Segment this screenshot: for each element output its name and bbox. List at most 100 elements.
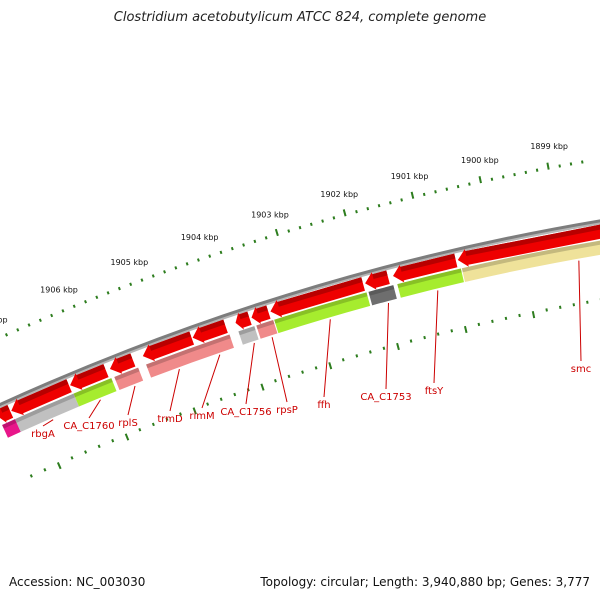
scale-tick: [558, 305, 562, 309]
category-segment: [274, 292, 371, 334]
gene-label: CA_C1760: [63, 421, 114, 432]
category-shade: [2, 419, 17, 429]
category-shade: [274, 292, 368, 324]
scale-tick: [179, 412, 182, 416]
scale-label: 1902 kbp: [320, 190, 358, 199]
scale-tick: [38, 318, 42, 323]
scale-tick: [253, 239, 257, 244]
category-shade: [461, 240, 600, 273]
scale-tick: [456, 184, 460, 189]
category-segment: [14, 393, 80, 432]
scale-tick: [117, 286, 121, 291]
gene-labels: rbgA CA_C1760 rplS trmD rimM CA_C1756 rpsP ffh C…: [31, 364, 591, 440]
scale-tick: [61, 309, 65, 313]
gene-label: rbgA: [31, 429, 55, 440]
scale-tick: [185, 262, 189, 266]
cds-arrow-shade: [17, 379, 69, 406]
scale-tick: [409, 339, 413, 343]
scale-tick: [572, 303, 576, 307]
category-segment: [461, 240, 600, 282]
category-segment: [397, 268, 464, 298]
scale-tick: [274, 379, 277, 383]
scale-tick: [328, 362, 333, 370]
label-leader-line: [127, 385, 136, 416]
category-shade: [397, 268, 462, 289]
map-title: Clostridium acetobutylicum ATCC 824, com…: [113, 10, 487, 25]
scale-tick: [478, 176, 482, 184]
scale-tick: [4, 333, 9, 337]
scale-tick: [445, 187, 449, 191]
scale-tick: [377, 204, 381, 208]
category-shade: [14, 393, 76, 423]
scale-tick: [264, 236, 268, 240]
scale-tick: [174, 266, 178, 270]
label-leader-line: [169, 369, 180, 412]
cds-arrow-shade: [465, 224, 600, 256]
scale-tick: [287, 229, 291, 233]
label-leader-line: [245, 342, 255, 405]
scale-tick: [16, 328, 20, 332]
scale-tick: [314, 366, 318, 370]
cds-arrow-shade: [76, 364, 106, 380]
cds-arrow-shade: [238, 311, 249, 320]
gene-label: rplS: [118, 418, 138, 429]
label-leader-line: [323, 319, 331, 398]
scale-tick: [274, 228, 279, 237]
scale-label: 1901 kbp: [391, 172, 429, 181]
cds-arrow-shade: [0, 404, 10, 413]
scale-tick: [95, 295, 99, 300]
scale-tick: [151, 422, 155, 427]
topology-text: Topology: circular; Length: 3,940,880 bp…: [260, 575, 590, 589]
category-shade: [146, 334, 231, 369]
scale-tick: [422, 192, 426, 197]
scale-tick: [163, 270, 167, 274]
cds-arrow-shade: [277, 277, 363, 307]
cds-arrow-shade: [256, 305, 268, 314]
scale-tick: [382, 346, 386, 350]
scale-tick: [501, 175, 505, 179]
scale-tick: [355, 209, 358, 214]
gene-label: ftsY: [425, 386, 444, 397]
category-shade: [73, 378, 113, 398]
scale-tick: [477, 322, 481, 327]
gene-label: ffh: [317, 400, 330, 411]
scale-tick: [342, 209, 347, 217]
scale-tick: [332, 216, 336, 220]
scale-tick: [504, 316, 508, 321]
scale-tick: [518, 313, 521, 318]
scale-tick: [287, 374, 291, 379]
inner-ticks: [29, 298, 600, 478]
cds-arrow-shade: [116, 353, 133, 364]
cds-arrow-shade: [372, 270, 388, 280]
scale-tick: [219, 250, 223, 255]
category-segment: [146, 334, 234, 378]
accession-text: Accession: NC_003030: [9, 575, 146, 589]
label-leader-line: [385, 302, 389, 390]
scale-tick: [138, 427, 142, 432]
scale-tick: [396, 342, 400, 351]
scale-tick: [140, 278, 144, 282]
scale-tick: [29, 474, 33, 478]
scale-tick: [196, 258, 200, 262]
category-segment: [368, 285, 397, 306]
scale-tick: [531, 310, 536, 319]
category-segment: [256, 320, 278, 339]
scale-tick: [84, 299, 88, 304]
scale-label: 1905 kbp: [110, 258, 148, 267]
scale-tick: [513, 172, 516, 177]
scale-tick: [124, 433, 130, 441]
outer-ticks: [4, 160, 584, 337]
scale-label: 1906 kbp: [40, 285, 78, 294]
scale-tick: [545, 308, 548, 312]
label-leader-line: [271, 337, 288, 403]
category-bars: [2, 240, 600, 438]
scale-tick: [569, 162, 573, 166]
scale-label: 1903 kbp: [251, 210, 289, 219]
gene-label: trmD: [157, 414, 183, 425]
scale-tick: [491, 319, 494, 324]
scale-tick: [56, 462, 62, 470]
scale-tick: [368, 350, 372, 354]
scale-label: 1900 kbp: [461, 156, 499, 165]
scale-tick: [463, 325, 468, 334]
